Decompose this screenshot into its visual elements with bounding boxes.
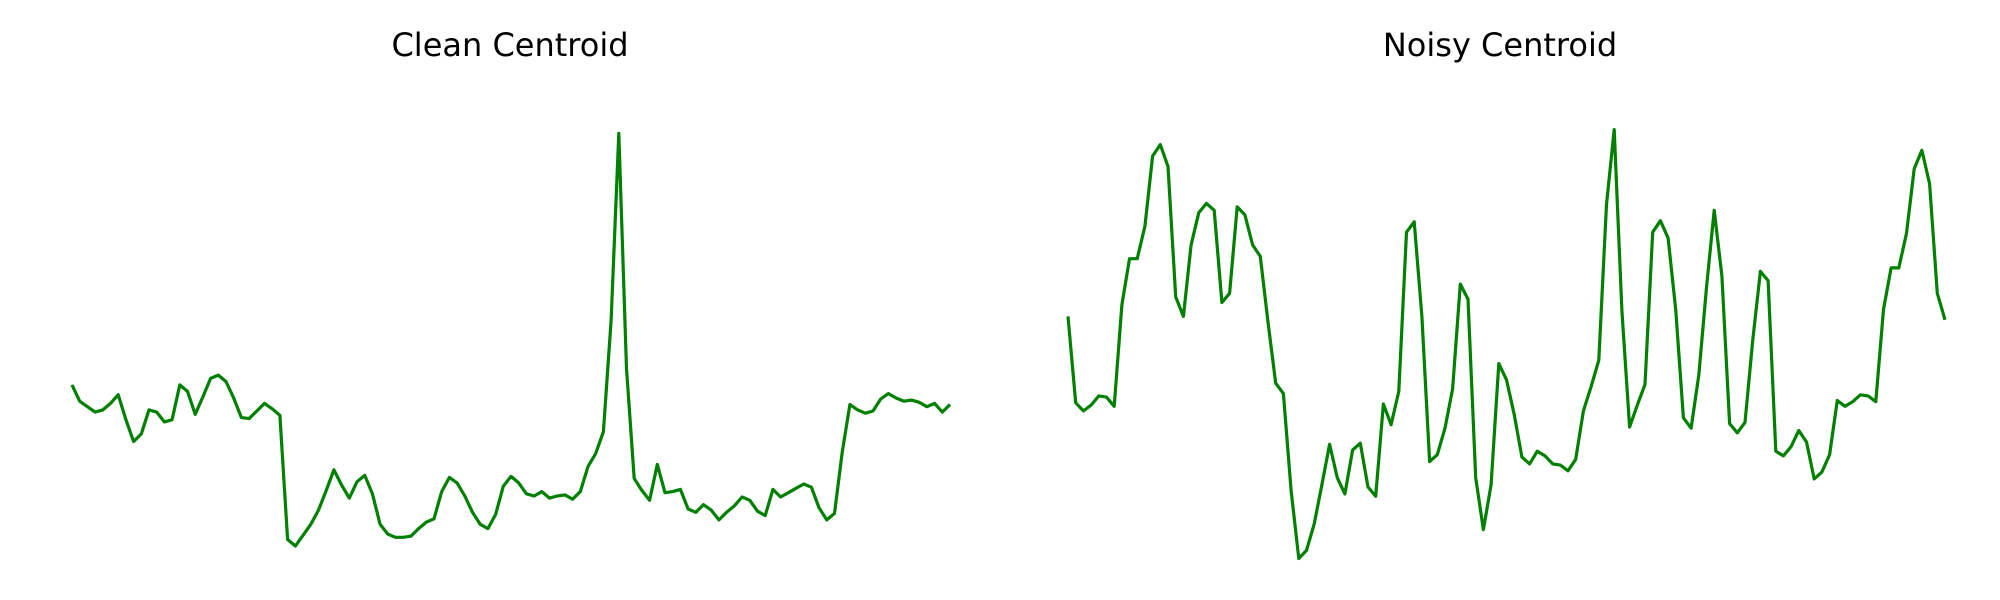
chart-clean-centroid: Clean Centroid <box>70 26 952 548</box>
chart-noisy-centroid: Noisy Centroid <box>1000 0 2000 600</box>
series-line-0 <box>1066 128 1947 561</box>
chart-title: Clean Centroid <box>391 26 629 64</box>
series-line-0 <box>70 131 952 548</box>
plot-area <box>70 131 952 548</box>
chart-title: Noisy Centroid <box>1382 26 1618 64</box>
plot-area <box>1066 128 1947 561</box>
